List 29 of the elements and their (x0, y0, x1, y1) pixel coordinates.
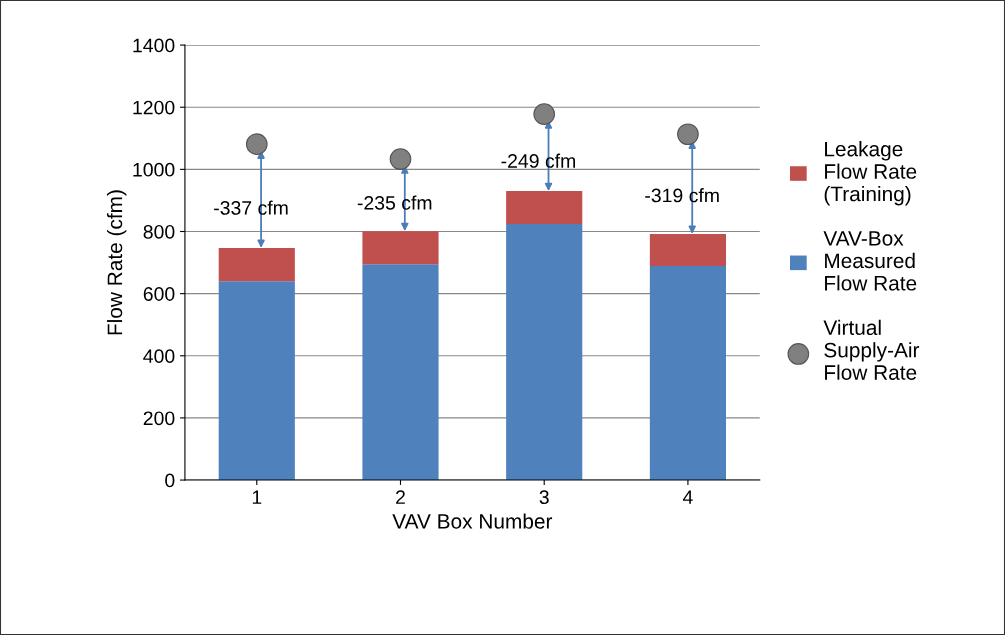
x-tick-label: 3 (539, 490, 549, 505)
bar (362, 264, 439, 481)
y-tick-label: 1200 (133, 100, 175, 115)
legend-label: Leakage Flow Rate (Training) (824, 141, 917, 206)
y-tick-label: 1000 (133, 162, 175, 177)
x-axis-title: VAV Box Number (392, 513, 553, 529)
point (245, 133, 268, 156)
x-tick-label: 2 (396, 490, 405, 504)
x-tick-label: 4 (682, 490, 693, 504)
legend-label: Virtual Supply-Air Flow Rate (823, 319, 920, 380)
point (389, 148, 412, 170)
x-tick-label: 1 (252, 490, 262, 504)
y-tick-label: 600 (143, 287, 175, 301)
y-tick-label: 0 (165, 473, 175, 488)
y-axis-title: Flow Rate (cfm) (106, 190, 127, 335)
legend-label: VAV-Box Measured Flow Rate (823, 231, 917, 291)
y-tick-label: 400 (143, 349, 175, 364)
y-tick-label: 800 (143, 224, 175, 239)
bar (218, 281, 295, 481)
y-tick-label: 1400 (133, 38, 175, 53)
bar (649, 265, 727, 481)
point (533, 103, 556, 125)
bar (506, 224, 583, 481)
y-tick-label: 200 (143, 411, 175, 426)
bar (362, 231, 439, 265)
bar (649, 233, 727, 266)
point (677, 123, 699, 146)
bar (218, 247, 295, 282)
bar (506, 191, 583, 225)
